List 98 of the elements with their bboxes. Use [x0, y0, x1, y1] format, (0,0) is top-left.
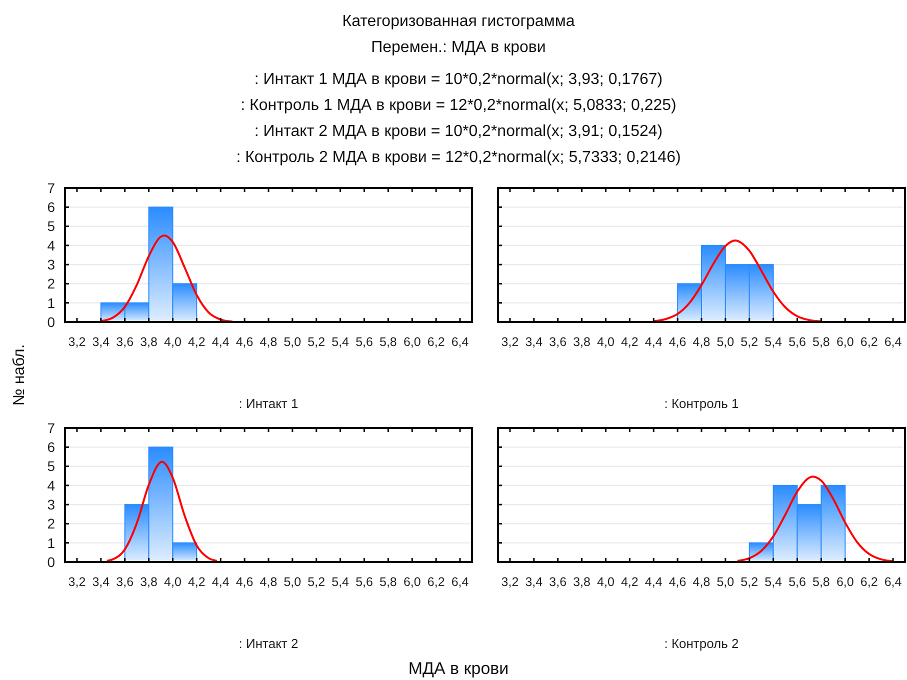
x-tick-label: 4,8	[260, 335, 278, 349]
x-tick-label: 4,4	[644, 575, 662, 589]
x-tick-label: 6,4	[451, 335, 469, 349]
x-tick-label: 5,4	[764, 335, 782, 349]
x-tick-label: 6,2	[427, 575, 445, 589]
x-tick-label: 3,6	[549, 335, 567, 349]
chart-title: Категоризованная гистограмма	[342, 13, 575, 30]
x-tick-label: 5,4	[332, 575, 350, 589]
y-axis-title: № набл.	[11, 344, 28, 406]
x-tick-label: 5,2	[740, 575, 758, 589]
x-tick-label: 5,4	[332, 335, 350, 349]
x-tick-label: 5,2	[308, 335, 326, 349]
y-tick-label: 3	[47, 496, 56, 512]
x-tick-label: 5,8	[380, 575, 397, 589]
x-tick-label: 5,8	[812, 335, 830, 349]
x-tick-label: 4,6	[236, 335, 254, 349]
x-tick-label: 6,2	[427, 335, 445, 349]
x-tick-label: 4,6	[236, 575, 254, 589]
y-tick-label: 2	[47, 516, 56, 532]
x-tick-label: 6,2	[860, 575, 878, 589]
x-tick-label: 5,0	[716, 335, 734, 349]
x-tick-label: 5,6	[356, 575, 373, 589]
x-tick-label: 6,4	[884, 575, 902, 589]
x-tick-label: 3,6	[549, 575, 567, 589]
x-tick-label: 4,2	[620, 575, 638, 589]
x-tick-label: 5,2	[740, 335, 758, 349]
y-tick-label: 7	[47, 420, 56, 436]
x-tick-label: 6,0	[403, 575, 421, 589]
x-tick-label: 4,6	[668, 575, 686, 589]
x-tick-label: 6,0	[836, 575, 854, 589]
x-tick-label: 5,0	[716, 575, 734, 589]
x-tick-label: 3,4	[525, 335, 543, 349]
x-tick-label: 5,4	[764, 575, 782, 589]
x-tick-label: 3,8	[140, 575, 158, 589]
y-tick-label: 6	[47, 439, 56, 456]
y-tick-label: 0	[47, 554, 56, 570]
x-tick-label: 3,4	[92, 335, 110, 349]
x-tick-label: 3,2	[501, 335, 519, 349]
x-tick-label: 5,6	[356, 335, 373, 349]
line-series	[106, 460, 218, 562]
x-tick-label: 3,8	[573, 575, 591, 589]
x-tick-label: 4,6	[668, 335, 686, 349]
x-tick-label: 3,2	[501, 575, 519, 589]
x-tick-label: 5,2	[308, 575, 326, 589]
x-tick-label: 5,0	[284, 575, 302, 589]
y-tick-label: 5	[47, 458, 56, 474]
y-tick-label: 1	[47, 534, 56, 551]
x-tick-label: 4,0	[164, 575, 182, 589]
x-tick-label: 4,4	[644, 335, 662, 349]
x-tick-label: 5,8	[812, 575, 830, 589]
x-tick-label: 6,0	[836, 335, 854, 349]
x-tick-label: 4,2	[620, 335, 638, 349]
y-tick-label: 0	[47, 314, 56, 330]
text: : Контроль 2 МДА в крови = 12*0,2*normal(x; 5,7333; 0,2146)	[236, 149, 681, 166]
x-axis-title: : Интакт 2	[238, 636, 298, 651]
y-tick-label: 7	[47, 180, 56, 196]
x-tick-label: 6,0	[403, 335, 421, 349]
y-tick-label: 6	[47, 199, 56, 216]
x-tick-label: 3,4	[92, 575, 110, 589]
x-tick-label: 4,0	[164, 335, 182, 349]
x-tick-label: 3,2	[68, 335, 86, 349]
x-tick-label: 3,4	[525, 575, 543, 589]
x-tick-label: 4,2	[188, 575, 206, 589]
x-tick-label: 3,8	[140, 335, 158, 349]
y-tick-label: 1	[47, 294, 56, 311]
y-tick-label: 2	[47, 276, 56, 292]
x-tick-label: 6,2	[860, 335, 878, 349]
text: : Контроль 1 МДА в крови = 12*0,2*normal(x; 5,0833; 0,225)	[240, 97, 676, 114]
chart-subtitle: Перемен.: МДА в крови	[371, 39, 546, 56]
x-tick-label: 4,4	[212, 335, 230, 349]
x-tick-label: 4,2	[188, 335, 206, 349]
x-axis-title: : Контроль 2	[664, 636, 739, 651]
x-tick-label: 4,8	[692, 335, 710, 349]
x-tick-label: 5,8	[380, 335, 397, 349]
x-tick-label: 3,2	[68, 575, 86, 589]
x-tick-label: 4,0	[597, 335, 614, 349]
y-tick-label: 4	[47, 237, 56, 254]
x-tick-label: 4,4	[212, 575, 230, 589]
x-axis-title: : Контроль 1	[664, 396, 739, 411]
x-tick-label: 3,6	[116, 335, 134, 349]
x-axis-title: : Интакт 1	[238, 396, 298, 411]
x-tick-label: 4,8	[692, 575, 710, 589]
x-tick-label: 6,4	[884, 335, 902, 349]
x-tick-label: 5,6	[788, 335, 806, 349]
x-tick-label: 5,6	[788, 575, 806, 589]
y-tick-label: 5	[47, 218, 56, 234]
x-tick-label: 4,0	[597, 575, 614, 589]
x-tick-label: 6,4	[451, 575, 469, 589]
y-tick-label: 3	[47, 256, 56, 272]
text: : Интакт 1 МДА в крови = 10*0,2*normal(x; 3,93; 0,1767)	[254, 71, 663, 88]
x-tick-label: 3,6	[116, 575, 134, 589]
y-tick-label: 4	[47, 477, 56, 494]
text: МДА в крови	[408, 659, 509, 678]
x-tick-label: 3,8	[573, 335, 591, 349]
text: : Интакт 2 МДА в крови = 10*0,2*normal(x; 3,91; 0,1524)	[254, 123, 663, 140]
line-series	[100, 234, 234, 322]
x-tick-label: 4,8	[260, 575, 278, 589]
x-tick-label: 5,0	[284, 335, 302, 349]
